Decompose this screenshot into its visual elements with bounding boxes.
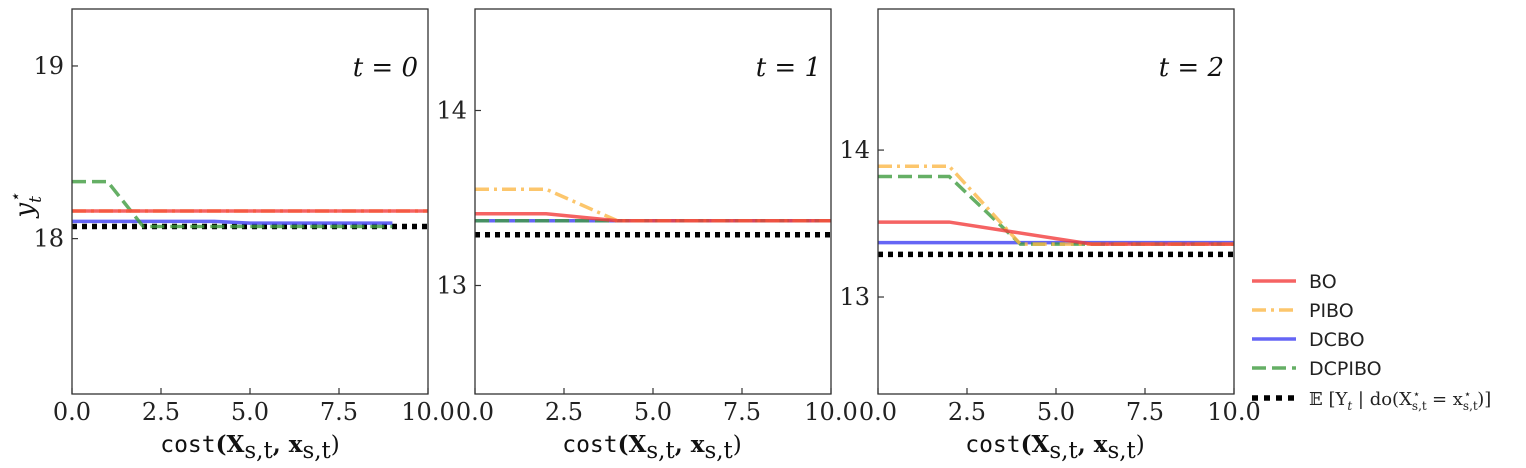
y-tick-label-t1-1: 14 [436, 97, 467, 125]
panel-label-t0: t = 0 [353, 53, 418, 83]
y-tick-label-t2-1: 14 [839, 136, 870, 164]
legend-entry-pibo: PIBO [1252, 300, 1354, 322]
panel-label-t2: t = 2 [1159, 53, 1224, 83]
x-tick-label-t2-3: 7.5 [1126, 398, 1164, 426]
x-tick-label-t2-1: 2.5 [948, 398, 986, 426]
ticks-t0: 0.0 2.5 5.0 7.5 10.0 18 19 [33, 52, 454, 426]
x-tick-label-t1-1: 2.5 [545, 398, 583, 426]
x-tick-label-t2-2: 5.0 [1037, 398, 1075, 426]
legend-label-bo: BO [1309, 271, 1337, 293]
x-tick-label-t0-2: 5.0 [231, 398, 269, 426]
ticks-t2: 0.0 2.5 5.0 7.5 10.0 13 14 [839, 136, 1260, 426]
series-line-bo-t1 [475, 212, 831, 223]
series-line-dcbo-t0 [72, 219, 393, 225]
series-layer-t2 [878, 164, 1234, 258]
legend-label-pibo: PIBO [1309, 300, 1354, 322]
ticks-t1: 0.0 2.5 5.0 7.5 10.0 13 14 [436, 97, 857, 427]
y-tick-label-t1-0: 13 [436, 272, 467, 300]
x-tick-label-t0-3: 7.5 [320, 398, 358, 426]
x-axis-label-t1: cost(Xs,t, xs,t) [562, 431, 742, 464]
x-tick-label-t1-2: 5.0 [634, 398, 672, 426]
x-tick-label-t2-0: 0.0 [859, 398, 897, 426]
x-tick-label-t0-4: 10.0 [401, 398, 454, 426]
x-axis-label-t0: cost(Xs,t, xs,t) [160, 431, 340, 464]
svg-text:cost(Xs,t, xs,t): cost(Xs,t, xs,t) [965, 431, 1145, 464]
y-axis-label: yt⋆ [6, 192, 46, 219]
x-tick-label-t1-4: 10.0 [804, 398, 857, 426]
series-line-dcpibo-t0 [72, 179, 393, 229]
panel-label-t1: t = 1 [756, 53, 821, 83]
x-tick-label-t0-0: 0.0 [53, 398, 91, 426]
svg-text:cost(Xs,t, xs,t): cost(Xs,t, xs,t) [562, 431, 742, 464]
svg-text:yt⋆: yt⋆ [6, 192, 46, 219]
svg-text:cost(Xs,t, xs,t): cost(Xs,t, xs,t) [160, 431, 340, 464]
series-layer-t0 [72, 179, 428, 230]
subplot-t0: 0.0 2.5 5.0 7.5 10.0 18 19 t = 0 yt⋆ cost(Xs,t… [6, 8, 455, 464]
y-tick-label-t2-0: 13 [839, 283, 870, 311]
legend-label-dcpibo: DCPIBO [1309, 358, 1382, 380]
legend-entry-dcpibo: DCPIBO [1252, 358, 1382, 380]
x-tick-label-t2-4: 10.0 [1207, 398, 1260, 426]
subplot-t1: 0.0 2.5 5.0 7.5 10.0 13 14 t = 1 cost(Xs,t, xs… [436, 8, 858, 464]
subplot-t2: 0.0 2.5 5.0 7.5 10.0 13 14 t = 2 cost(Xs,t, xs… [839, 8, 1261, 464]
y-tick-label-t0-0: 18 [33, 225, 64, 253]
series-line-pibo-t1 [475, 187, 831, 223]
legend-label-dcbo: DCBO [1309, 329, 1365, 351]
x-axis-label-t2: cost(Xs,t, xs,t) [965, 431, 1145, 464]
x-tick-label-t0-1: 2.5 [142, 398, 180, 426]
x-tick-label-t1-3: 7.5 [723, 398, 761, 426]
series-line-dcpibo-t2 [878, 174, 1234, 246]
legend-entry-dcbo: DCBO [1252, 329, 1365, 351]
series-layer-t1 [475, 187, 831, 238]
legend-label-expectation: 𝔼 [Yt | do(Xs,t⋆ = xs,t⋆)] [1309, 387, 1491, 413]
legend-entry-bo: BO [1252, 271, 1337, 293]
y-tick-label-t0-1: 19 [33, 52, 64, 80]
series-line-bo-t2 [878, 220, 1234, 246]
x-tick-label-t1-0: 0.0 [456, 398, 494, 426]
legend-entry-expectation: 𝔼 [Yt | do(Xs,t⋆ = xs,t⋆)] [1252, 387, 1491, 413]
legend: BO PIBO DCBO DCPIBO 𝔼 [Yt | do(Xs,t⋆ = x… [1252, 271, 1491, 413]
